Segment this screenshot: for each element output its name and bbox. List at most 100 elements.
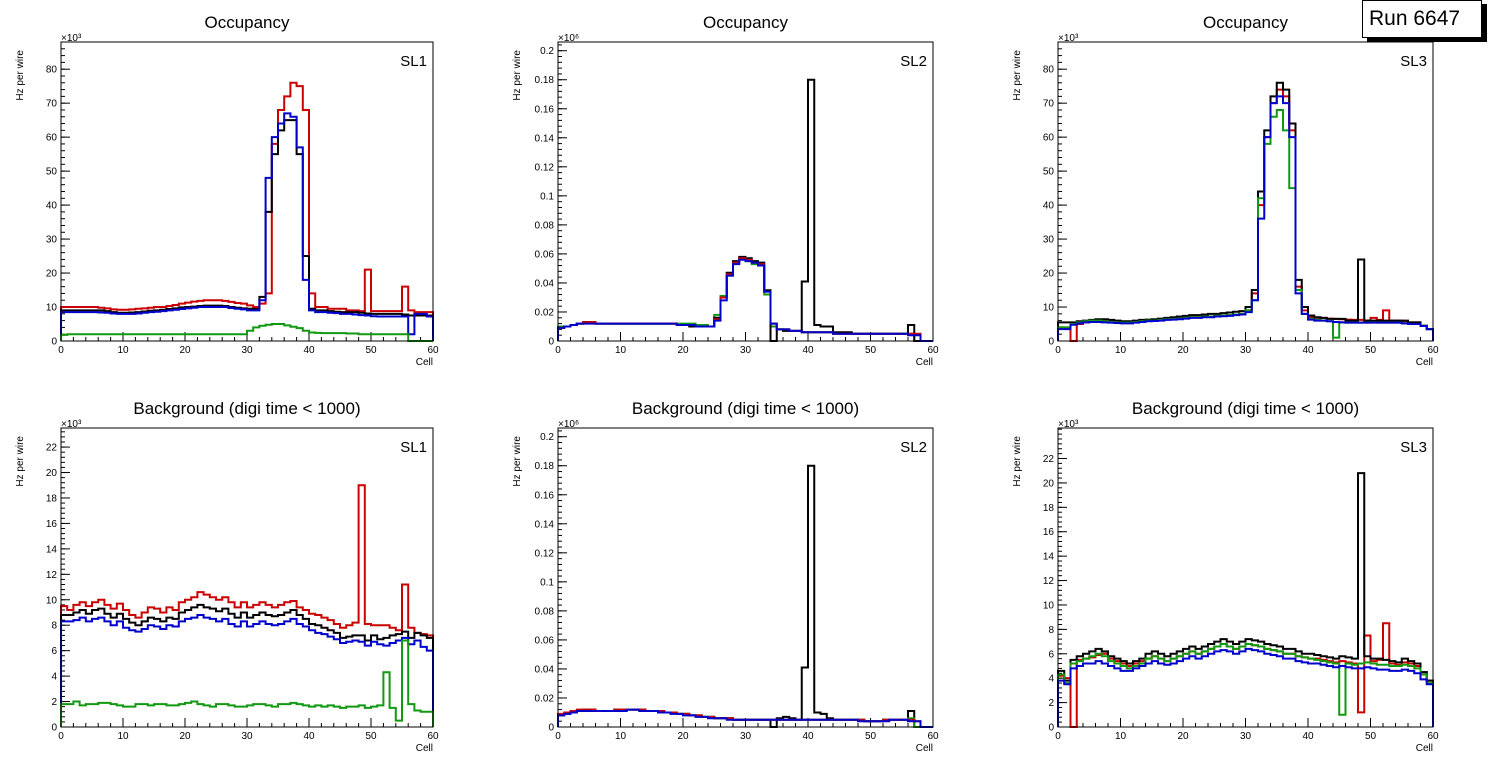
chart-1-y-tick-label: 20 [46,269,58,280]
chart-3-y-tick-label: 70 [1043,99,1055,110]
chart-6-series-green [1057,643,1434,727]
chart-3-x-axis-label: Cell [1416,357,1433,368]
chart-5-x-tick-label: 60 [927,731,939,742]
chart-5-y-tick-label: 0.1 [540,577,554,588]
chart-3-y-tick-label: 50 [1043,167,1055,178]
chart-2-x-axis-label: Cell [916,357,933,368]
chart-1-y-tick-label: 40 [46,201,58,212]
chart-4-y-tick-label: 4 [51,672,57,683]
chart-6-x-tick-label: 20 [1177,731,1189,742]
chart-2-y-tick-label: 0.16 [535,104,555,115]
chart-3-x-tick-label: 40 [1302,345,1314,356]
chart-5-x-tick-label: 40 [802,731,814,742]
chart-2-y-tick-label: 0.14 [535,133,555,144]
chart-1-y-tick-label: 30 [46,235,58,246]
chart-1-x-tick-label: 0 [58,345,64,356]
chart-3-x-tick-label: 30 [1240,345,1252,356]
chart-5-y-tick-label: 0.12 [535,548,555,559]
chart-3-x-tick-label: 10 [1115,345,1127,356]
chart-2-title: Occupancy [703,13,789,32]
chart-6-y-axis-label: Hz per wire [1012,436,1023,487]
chart-5-frame [557,427,934,728]
chart-1-y-tick-label: 0 [51,337,57,348]
chart-5-y-tick-label: 0.06 [535,635,555,646]
chart-1-x-tick-label: 10 [117,345,129,356]
chart-5-x-tick-label: 50 [865,731,877,742]
chart-3-series-red [1057,88,1434,342]
chart-6-y-tick-label: 18 [1043,503,1055,514]
chart-6-x-tick-label: 10 [1115,731,1127,742]
chart-6-superlayer-label: SL3 [1400,439,1427,456]
chart-4-y-tick-label: 10 [46,595,58,606]
chart-1-x-tick-label: 20 [179,345,191,356]
chart-3-y-tick-label: 60 [1043,133,1055,144]
chart-3-title: Occupancy [1203,13,1289,32]
chart-1-frame [60,41,434,342]
chart-2-x-tick-label: 0 [555,345,561,356]
chart-3-x-tick-label: 0 [1055,345,1061,356]
chart-1-x-tick-label: 50 [365,345,377,356]
chart-5-x-tick-label: 30 [740,731,752,742]
run-label: Run 6647 [1369,7,1461,30]
chart-2-exponent-label: ×10⁶ [558,33,579,44]
chart-4-y-tick-label: 2 [51,697,57,708]
chart-4-series-blue [60,614,434,727]
chart-4-y-tick-label: 22 [46,443,58,454]
chart-4-frame [60,427,434,728]
chart-4-x-tick-label: 20 [179,731,191,742]
run-label-box: Run 6647 [1362,0,1482,38]
chart-2-y-tick-label: 0.2 [540,46,554,57]
chart-4-y-tick-label: 12 [46,570,58,581]
chart-5-title: Background (digi time < 1000) [632,399,859,418]
chart-5-y-tick-label: 0.16 [535,490,555,501]
chart-5-series-blue [557,708,933,728]
chart-2-series-green [557,257,933,342]
chart-6-frame [1057,427,1434,728]
chart-2-y-axis-label: Hz per wire [512,50,523,101]
chart-1-title: Occupancy [204,13,290,32]
chart-4-x-tick-label: 60 [427,731,439,742]
chart-4-y-tick-label: 16 [46,519,58,530]
chart-3-y-tick-label: 30 [1043,235,1055,246]
chart-2-series-black [557,78,933,342]
chart-4-x-axis-label: Cell [416,743,433,754]
chart-3-series-black [1057,81,1434,341]
chart-1-x-tick-label: 60 [427,345,439,356]
chart-2-y-tick-label: 0.12 [535,162,555,173]
chart-2-y-tick-label: 0.06 [535,249,555,260]
chart-5-y-tick-label: 0.2 [540,432,554,443]
chart-6-y-tick-label: 8 [1048,625,1054,636]
chart-3-y-tick-label: 10 [1043,303,1055,314]
chart-1-y-axis-label: Hz per wire [15,50,26,101]
chart-2-x-tick-label: 50 [865,345,877,356]
chart-1-x-tick-label: 40 [303,345,315,356]
chart-2-y-tick-label: 0.02 [535,307,555,318]
chart-4-x-tick-label: 50 [365,731,377,742]
chart-5-x-tick-label: 20 [677,731,689,742]
chart-4-y-tick-label: 18 [46,493,58,504]
chart-4-series-red [60,484,434,727]
chart-1-series-green [60,323,433,342]
chart-6-y-tick-label: 10 [1043,600,1055,611]
chart-6-y-tick-label: 22 [1043,454,1055,465]
chart-6-exponent-label: ×10³ [1058,419,1079,430]
chart-2-series-blue [557,258,933,342]
chart-1-y-tick-label: 50 [46,167,58,178]
chart-2-x-tick-label: 60 [927,345,939,356]
chart-4-y-tick-label: 14 [46,544,58,555]
chart-1-y-tick-label: 10 [46,303,58,314]
chart-3-y-tick-label: 80 [1043,65,1055,76]
chart-3-y-tick-label: 20 [1043,269,1055,280]
chart-1-y-tick-label: 60 [46,133,58,144]
chart-6-series-black [1057,472,1434,727]
chart-3-y-axis-label: Hz per wire [1012,50,1023,101]
chart-4-x-tick-label: 0 [58,731,64,742]
chart-4-y-tick-label: 6 [51,646,57,657]
chart-5-y-tick-label: 0.04 [535,664,555,675]
chart-6-x-axis-label: Cell [1416,743,1433,754]
chart-6-y-tick-label: 6 [1048,649,1054,660]
chart-5-y-tick-label: 0 [548,723,554,734]
chart-5-y-tick-label: 0.02 [535,693,555,704]
chart-5-series-black [557,464,933,728]
chart-6-series-blue [1057,647,1434,727]
